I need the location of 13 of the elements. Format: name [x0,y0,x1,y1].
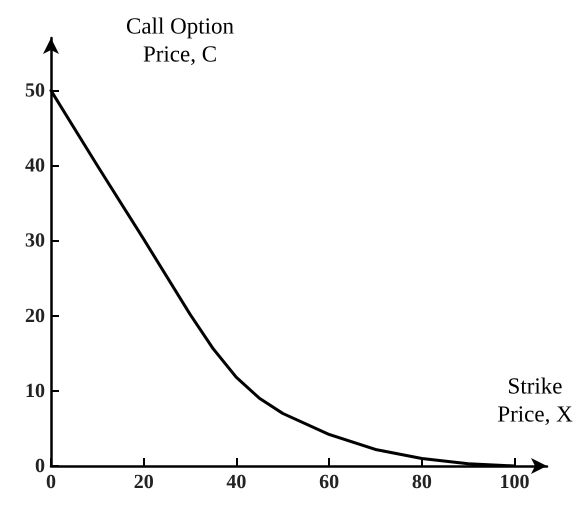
y-axis-title: Call Option Price, C [126,14,234,66]
y-tick-label: 0 [35,455,45,477]
x-tick-label: 100 [500,471,530,493]
y-tick-label: 30 [25,230,45,252]
x-tick-label: 80 [412,471,432,493]
y-tick-label: 10 [25,380,45,402]
x-axis-title: Strike Price, X [497,374,574,426]
y-tick-label: 50 [25,80,45,102]
x-tick-label: 40 [226,471,246,493]
x-tick-label: 20 [134,471,154,493]
y-tick-label: 40 [25,154,45,177]
y-tick-label: 20 [25,304,45,327]
x-tick-label: 60 [319,471,340,493]
